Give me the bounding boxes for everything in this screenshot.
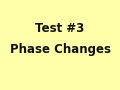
Text: Phase Changes: Phase Changes xyxy=(9,43,111,56)
Text: Test #3: Test #3 xyxy=(35,22,85,35)
